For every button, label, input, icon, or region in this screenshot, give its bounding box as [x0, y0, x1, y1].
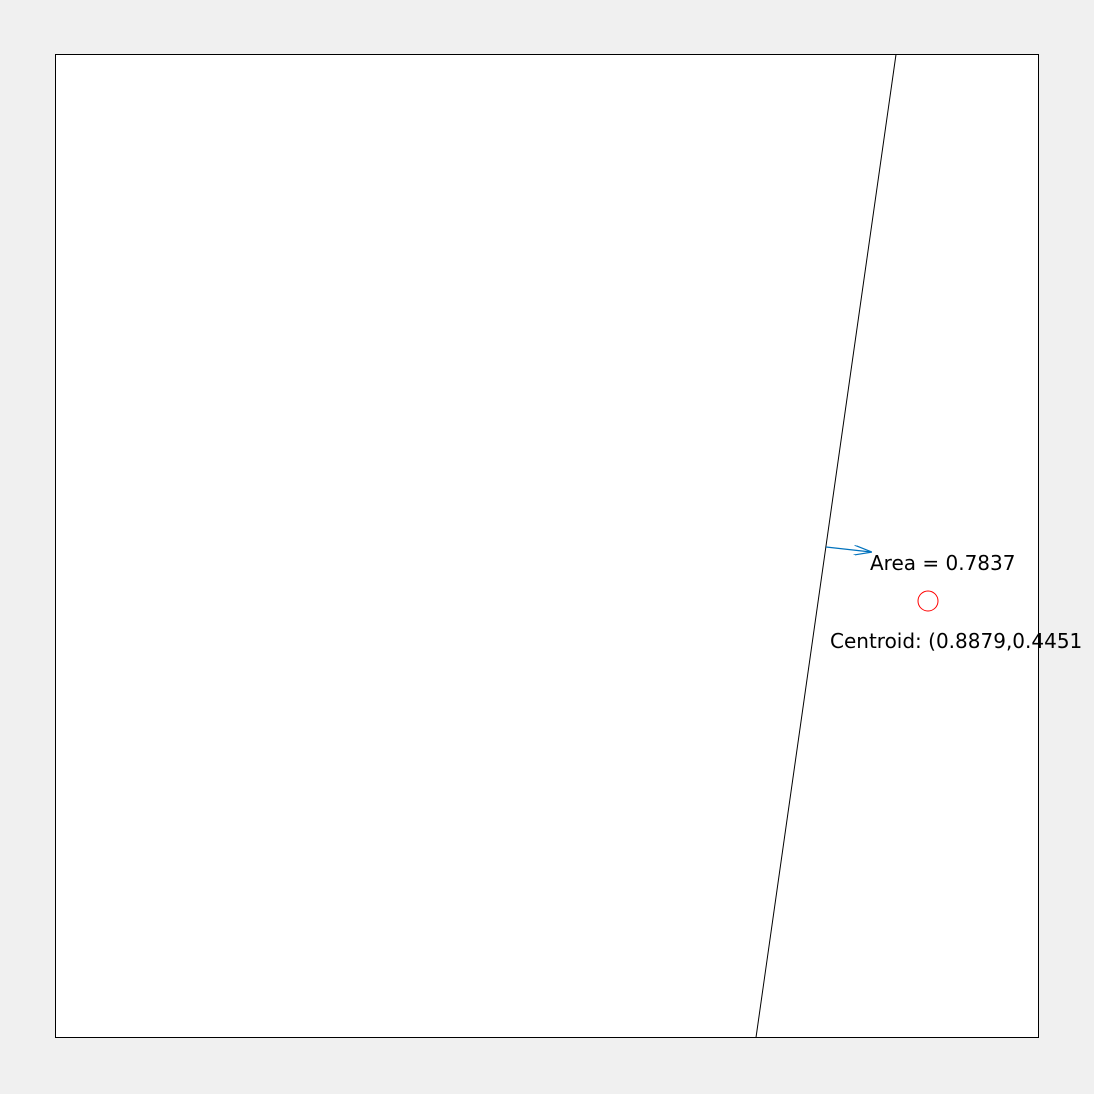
area-label: Area = 0.7837	[870, 551, 1015, 575]
polygon-edge	[755, 54, 897, 1038]
centroid-label: Centroid: (0.8879,0.4451	[830, 629, 1082, 653]
plot-area	[55, 54, 1039, 1038]
centroid-marker	[917, 590, 939, 612]
area-arrow	[825, 547, 871, 552]
